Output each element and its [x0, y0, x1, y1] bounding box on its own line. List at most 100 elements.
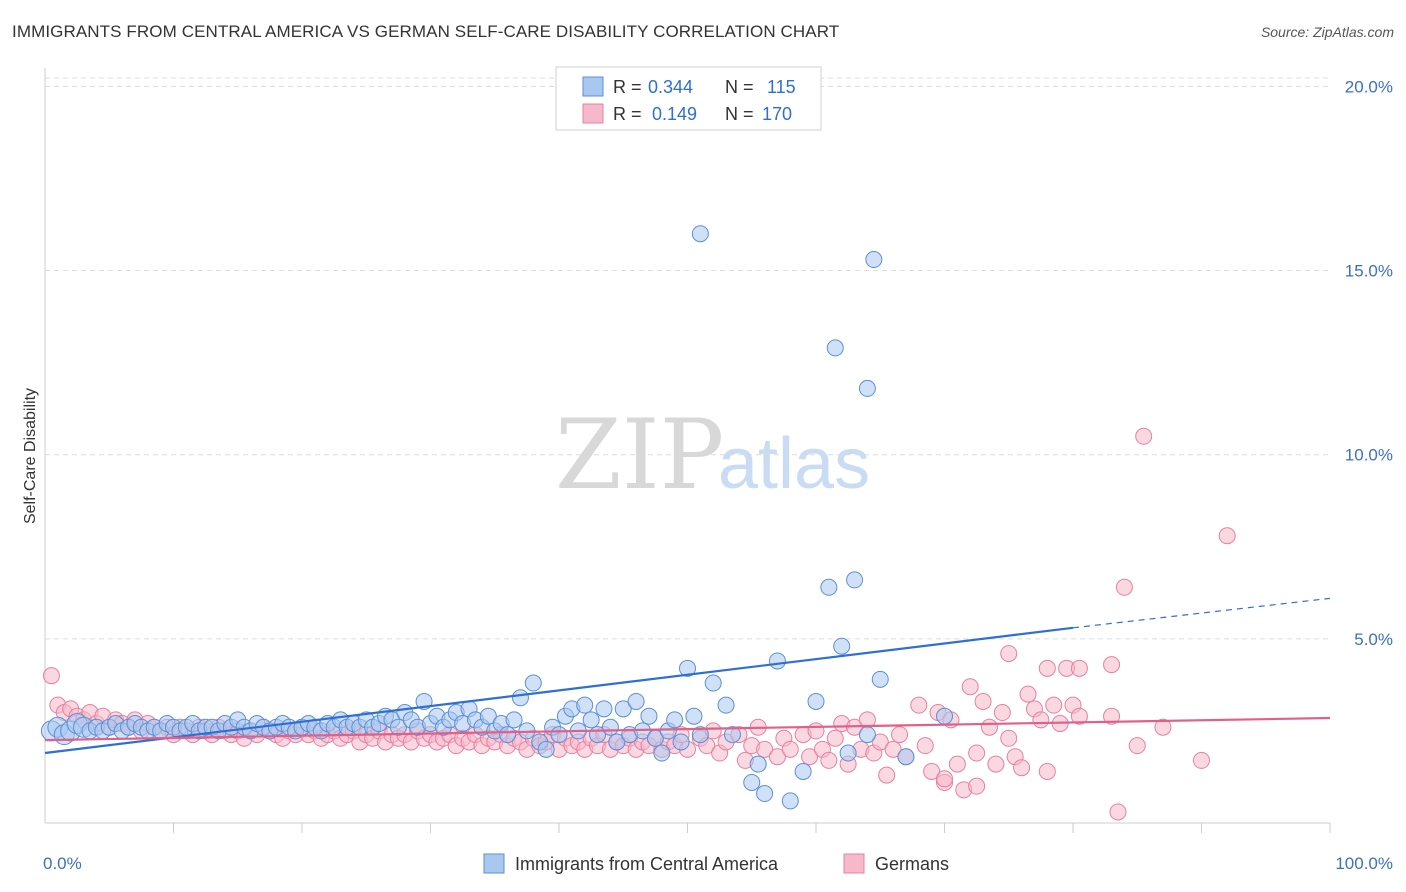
- germans-point: [936, 770, 953, 788]
- germans-point: [1000, 729, 1018, 747]
- central-america-point: [756, 785, 774, 803]
- central-america-point: [389, 718, 407, 736]
- germans-point: [781, 740, 799, 758]
- central-america-point: [524, 674, 542, 692]
- y-tick-label: 20.0%: [1345, 77, 1393, 96]
- central-america-point: [601, 718, 619, 736]
- central-america-point: [833, 637, 851, 655]
- legend-r-label-pink: R =: [613, 104, 642, 124]
- x-ticks: 0.0% 100.0%: [43, 823, 1393, 873]
- watermark: ZIP atlas: [555, 399, 870, 511]
- x-tick-label-min: 0.0%: [43, 854, 82, 873]
- bottom-legend-swatch-pink: [843, 853, 865, 874]
- bottom-legend-label-blue: Immigrants from Central America: [515, 854, 779, 874]
- legend-swatch-pink: [582, 103, 604, 124]
- central-america-point: [550, 726, 568, 744]
- legend-n-label-pink: N =: [725, 104, 754, 124]
- central-america-point: [640, 707, 658, 725]
- germans-point: [1218, 527, 1236, 545]
- central-america-point: [865, 251, 883, 269]
- central-america-point: [499, 726, 517, 744]
- germans-point: [1000, 645, 1018, 663]
- germans-point: [1045, 696, 1063, 714]
- central-america-point: [768, 652, 786, 670]
- germans-point: [1103, 707, 1121, 725]
- central-america-point: [749, 755, 767, 773]
- central-america-point: [505, 711, 523, 729]
- central-america-point: [582, 711, 600, 729]
- germans-point: [923, 762, 941, 780]
- germans-point: [1128, 737, 1146, 755]
- central-america-point: [846, 571, 864, 589]
- bottom-legend: Immigrants from Central America Germans: [483, 853, 949, 874]
- central-america-point: [537, 740, 555, 758]
- germans-point: [968, 777, 986, 795]
- trend-line-central-america: [44, 626, 1074, 755]
- germans-point: [1103, 656, 1121, 674]
- germans-point: [1115, 578, 1133, 596]
- central-america-point: [608, 733, 626, 751]
- germans-point: [987, 755, 1005, 773]
- central-america-point: [691, 726, 709, 744]
- germans-point: [871, 733, 889, 751]
- legend-n-label-blue: N =: [725, 77, 754, 97]
- central-america-point: [666, 711, 684, 729]
- gridlines: [45, 77, 1330, 640]
- watermark-zip: ZIP: [555, 399, 724, 511]
- bottom-legend-label-pink: Germans: [875, 854, 949, 874]
- central-america-point: [717, 696, 735, 714]
- x-tick-label-max: 100.0%: [1335, 854, 1393, 873]
- germans-point: [1135, 427, 1153, 445]
- central-america-point: [479, 707, 497, 725]
- germans-point: [1013, 759, 1031, 777]
- germans-point: [820, 751, 838, 769]
- germans-point: [1193, 751, 1210, 769]
- y-ticks: 5.0% 10.0% 15.0% 20.0%: [1345, 77, 1393, 648]
- central-america-point: [685, 707, 703, 725]
- trend-lines: [44, 597, 1331, 755]
- central-america-point: [839, 744, 857, 762]
- central-america-point: [627, 692, 645, 710]
- central-america-point: [576, 696, 594, 714]
- germans-point: [1070, 659, 1088, 677]
- central-america-point: [826, 339, 844, 357]
- central-america-point: [672, 733, 690, 751]
- central-america-point: [794, 762, 812, 780]
- germans-point: [948, 755, 966, 773]
- legend-n-value-pink: 170: [762, 104, 792, 124]
- central-america-point: [897, 748, 915, 766]
- legend-swatch-blue: [582, 76, 604, 97]
- source-label: Source: ZipAtlas.com: [1260, 24, 1394, 40]
- central-america-point: [723, 726, 741, 744]
- germans-point: [1038, 762, 1056, 780]
- central-america-point: [743, 773, 761, 791]
- central-america-point: [653, 744, 671, 762]
- germans-point: [1070, 707, 1088, 725]
- germans-point: [910, 696, 928, 714]
- central-america-point: [595, 700, 613, 718]
- central-america-point: [871, 670, 889, 688]
- legend-r-label-blue: R =: [613, 77, 642, 97]
- legend-n-value-blue: 115: [767, 77, 796, 97]
- central-america-point: [511, 689, 529, 707]
- legend-r-value-blue: 0.344: [648, 77, 693, 97]
- legend-box: R = 0.344 N = 115 R = 0.149 N = 170: [555, 66, 822, 131]
- germans-point: [974, 692, 992, 710]
- germans-point: [891, 726, 909, 744]
- germans-point: [826, 729, 844, 747]
- central-america-point: [936, 707, 953, 725]
- central-america-point: [781, 792, 799, 810]
- germans-point: [768, 748, 786, 766]
- germans-point: [980, 718, 998, 736]
- germans-point: [1038, 659, 1056, 677]
- germans-point: [1032, 711, 1050, 729]
- watermark-atlas: atlas: [718, 424, 870, 504]
- chart-title: IMMIGRANTS FROM CENTRAL AMERICA VS GERMA…: [12, 22, 840, 41]
- central-america-point: [858, 379, 876, 397]
- germans-point: [807, 722, 825, 740]
- central-america-point: [704, 674, 722, 692]
- central-america-point: [820, 578, 838, 596]
- trend-line-central-america-extension: [1072, 597, 1331, 629]
- germans-point: [1019, 685, 1037, 703]
